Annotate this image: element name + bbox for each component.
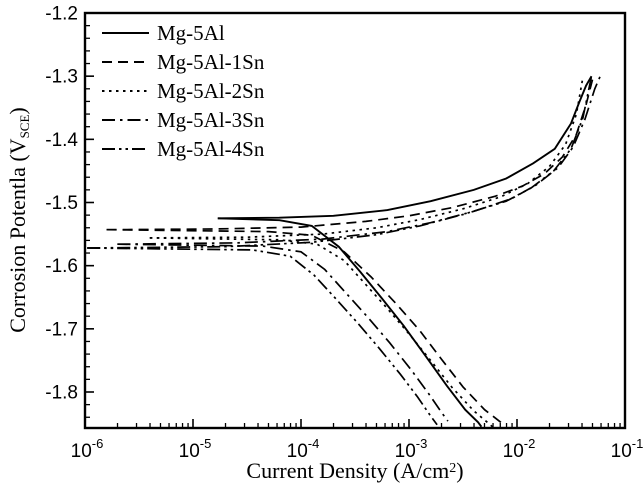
legend-label-mg-5al: Mg-5Al xyxy=(157,21,225,45)
legend-label-mg-5al-2sn: Mg-5Al-2Sn xyxy=(157,79,265,103)
y-tick-label: -1.3 xyxy=(45,67,78,88)
curve-mg-5al-cathodic xyxy=(217,217,483,427)
curve-mg-5al-4sn-cathodic xyxy=(87,247,438,426)
curve-mg-5al-1sn-anodic xyxy=(106,74,595,231)
x-axis-title-superscript: 2 xyxy=(449,461,457,476)
curve-mg-5al-1sn-cathodic xyxy=(106,228,506,427)
x-axis-title: Current Density (A/cm2) xyxy=(85,458,625,484)
y-tick-label: -1.4 xyxy=(45,130,78,151)
curve-mg-5al-2sn-cathodic xyxy=(149,237,494,427)
curve-mg-5al-3sn-cathodic xyxy=(117,243,449,422)
legend-label-mg-5al-3sn: Mg-5Al-3Sn xyxy=(157,108,265,132)
y-tick-label: -1.6 xyxy=(45,256,78,277)
curve-mg-5al-3sn-anodic xyxy=(117,75,601,246)
y-tick-label: -1.2 xyxy=(45,4,78,25)
legend-label-mg-5al-1sn: Mg-5Al-1Sn xyxy=(157,50,265,74)
y-axis-title-close-paren: ) xyxy=(5,107,30,115)
y-tick-label: -1.8 xyxy=(45,382,78,403)
y-axis-title: Corrosion Potentla (VSCE) xyxy=(5,70,32,370)
curves-group xyxy=(87,74,601,427)
curve-mg-5al-anodic xyxy=(217,75,593,220)
y-axis-title-subscript: SCE xyxy=(17,114,32,139)
plot-frame xyxy=(83,11,627,430)
x-axis-title-close-paren: ) xyxy=(456,458,464,483)
curve-mg-5al-4sn-anodic xyxy=(87,76,593,249)
y-tick-label: -1.5 xyxy=(45,193,78,214)
legend-label-mg-5al-4sn: Mg-5Al-4Sn xyxy=(157,137,265,161)
y-axis-title-text: Corrosion Potentla (V xyxy=(5,138,30,333)
x-axis-title-text: Current Density (A/cm xyxy=(246,458,450,483)
y-tick-label: -1.7 xyxy=(45,319,78,340)
